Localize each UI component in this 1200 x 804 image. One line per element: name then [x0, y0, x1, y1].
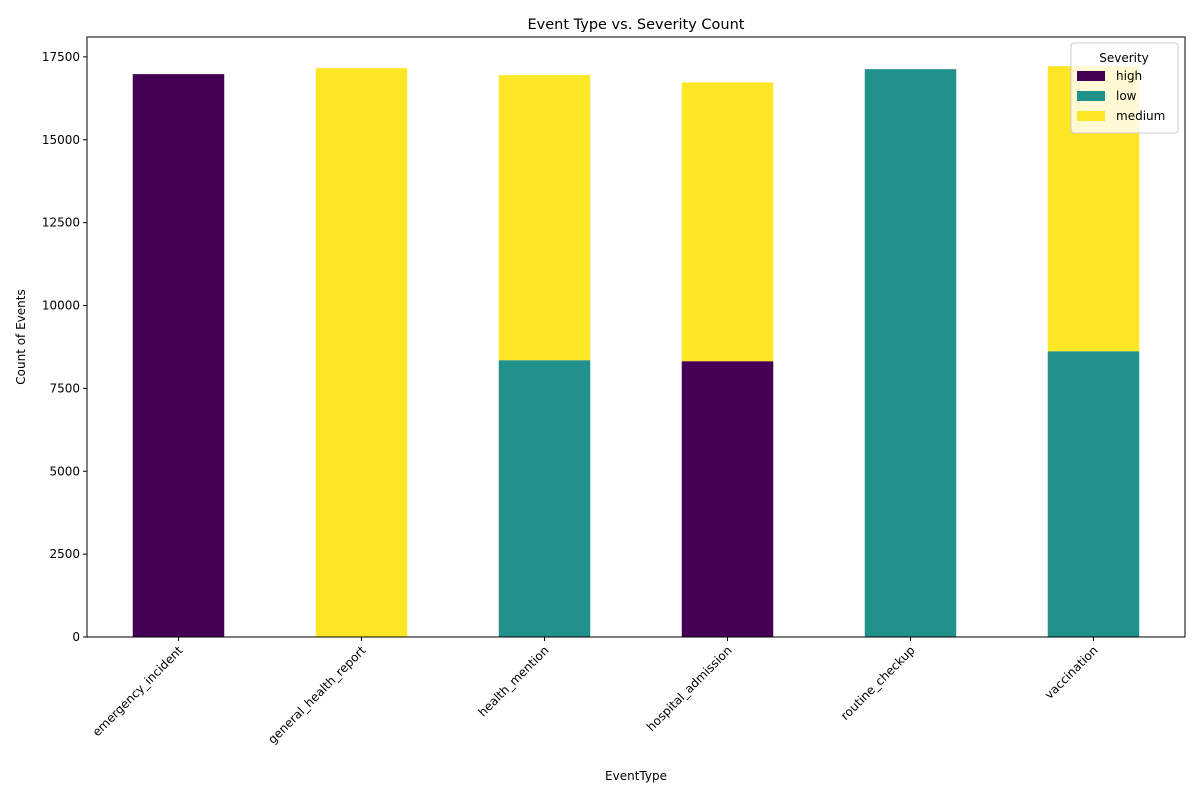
- legend-swatch-low: [1077, 91, 1105, 101]
- bar-general_health_report-medium: [315, 68, 408, 637]
- bar-vaccination-low: [1047, 351, 1140, 637]
- y-tick-label: 7500: [49, 381, 80, 395]
- y-tick-label: 12500: [42, 216, 80, 230]
- bar-health_mention-low: [498, 360, 591, 637]
- bar-hospital_admission-medium: [681, 82, 774, 362]
- legend-frame: [1070, 42, 1179, 134]
- plot-frame: [86, 36, 1186, 638]
- x-tick-label: vaccination: [1042, 643, 1101, 702]
- x-tick-label: general_health_report: [265, 643, 369, 747]
- x-tick-label: health_mention: [475, 643, 551, 719]
- x-tick-label: hospital_admission: [644, 643, 735, 734]
- bar-health_mention-medium: [498, 75, 591, 361]
- x-tick-label: emergency_incident: [90, 643, 186, 739]
- legend-title: Severity: [1099, 51, 1149, 65]
- legend: Severity high low medium: [1070, 42, 1179, 134]
- legend-label-medium: medium: [1116, 109, 1165, 123]
- legend-swatch-high: [1077, 71, 1105, 81]
- x-axis-label: EventType: [605, 769, 667, 783]
- y-tick-label: 0: [72, 630, 80, 644]
- y-tick-label: 15000: [42, 133, 80, 147]
- y-tick-label: 2500: [49, 547, 80, 561]
- x-tick-label: routine_checkup: [838, 643, 918, 723]
- y-tick-label: 5000: [49, 464, 80, 478]
- y-axis-label: Count of Events: [14, 289, 28, 384]
- bar-hospital_admission-high: [681, 361, 774, 637]
- bar-emergency_incident-high: [132, 74, 225, 637]
- legend-label-high: high: [1116, 69, 1142, 83]
- y-tick-label: 17500: [42, 50, 80, 64]
- bar-routine_checkup-low: [864, 69, 957, 638]
- legend-swatch-medium: [1077, 111, 1105, 121]
- chart-title: Event Type vs. Severity Count: [528, 17, 745, 33]
- legend-label-low: low: [1116, 89, 1137, 103]
- y-tick-label: 10000: [42, 299, 80, 313]
